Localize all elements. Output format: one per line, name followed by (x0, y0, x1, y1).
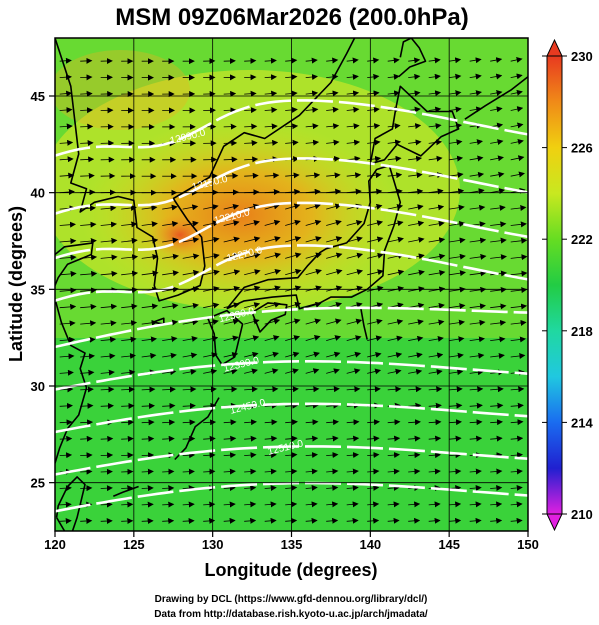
graticule (55, 38, 528, 531)
x-tick-label: 130 (202, 537, 224, 552)
x-tick-label: 135 (281, 537, 303, 552)
colorbar-tick-label: 226 (571, 141, 593, 156)
x-tick-label: 120 (44, 537, 66, 552)
x-tick-label: 150 (517, 537, 539, 552)
x-axis-label: Longitude (degrees) (204, 560, 377, 580)
x-tick-label: 140 (359, 537, 381, 552)
colorbar-tick-label: 210 (571, 507, 593, 522)
y-tick-label: 25 (31, 476, 45, 491)
colorbar-min-arrow (546, 513, 563, 532)
y-axis-ticks: 25 30 35 40 45 (31, 89, 55, 491)
warm-core (80, 120, 400, 310)
colorbar-tick-label: 230 (571, 49, 593, 64)
map-title: MSM 09Z06Mar2026 (200.0hPa) (115, 4, 469, 31)
x-tick-label: 145 (438, 537, 460, 552)
y-tick-label: 45 (31, 89, 45, 104)
colorbar-tick-label: 218 (571, 324, 593, 339)
y-tick-label: 40 (31, 186, 45, 201)
x-axis-ticks: 120 125 130 135 140 145 150 (44, 531, 539, 552)
x-tick-label: 125 (123, 537, 145, 552)
plot-area: 12090.012150.012210.012270.012330.012390… (55, 38, 528, 531)
colorbar-tick-label: 214 (571, 415, 593, 430)
colorbar: 230 226 222 218 214 210 (542, 38, 593, 532)
y-axis-label: Latitude (degrees) (6, 206, 26, 362)
colorbar-tick-label: 222 (571, 232, 593, 247)
y-tick-label: 35 (31, 282, 45, 297)
credit-data: Data from http://database.rish.kyoto-u.a… (154, 609, 428, 620)
y-tick-label: 30 (31, 379, 45, 394)
colorbar-max-arrow (546, 38, 563, 57)
credit-drawing: Drawing by DCL (https://www.gfd-dennou.o… (155, 594, 428, 605)
